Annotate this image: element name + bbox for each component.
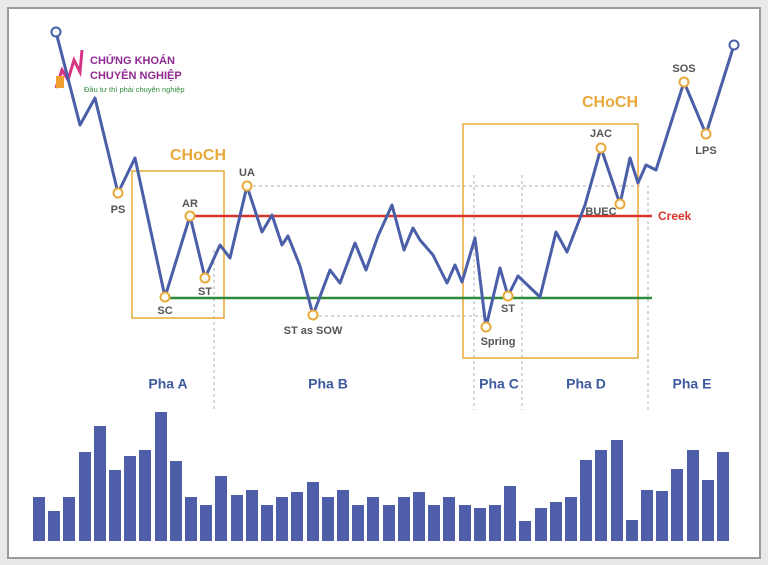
phase-label: Pha A: [148, 376, 187, 392]
endpoint: [728, 39, 740, 51]
logo: CHỨNG KHOÁN CHUYÊN NGHIỆP Đầu tư thì phả…: [54, 49, 185, 94]
event-label: Spring: [481, 336, 516, 348]
event-dot: [700, 128, 712, 140]
volume-bars: [33, 412, 729, 541]
event-label: SOS: [672, 63, 695, 75]
choch-box: [462, 123, 639, 359]
events: PS SC AR ST UA ST as SOW Spring ST JAC B…: [111, 63, 717, 348]
phases: Pha A Pha B Pha C Pha D Pha E: [148, 376, 711, 392]
choch-label: CHoCH: [582, 94, 638, 111]
event-label: JAC: [590, 128, 612, 140]
logo-icon: [56, 76, 64, 88]
event-dot: [502, 290, 514, 302]
guides: [131, 123, 652, 410]
volume-bar-set: [33, 412, 729, 541]
event-label: BUEC: [585, 206, 616, 218]
event-dot: [307, 309, 319, 321]
event-label: SC: [157, 305, 172, 317]
event-label: AR: [182, 198, 198, 210]
event-dot: [112, 187, 124, 199]
phase-label: Pha C: [479, 376, 519, 392]
event-label: UA: [239, 167, 255, 179]
price-line: [54, 31, 736, 329]
endpoint: [50, 26, 62, 38]
event-label: ST: [198, 286, 212, 298]
event-dot: [678, 76, 690, 88]
logo-tagline: Đầu tư thì phải chuyên nghiệp: [84, 85, 185, 94]
event-dot: [614, 198, 626, 210]
phase-label: Pha E: [673, 376, 712, 392]
event-dot: [159, 291, 171, 303]
choch-label: CHoCH: [170, 147, 226, 164]
phase-label: Pha D: [566, 376, 606, 392]
logo-line: CHỨNG KHOÁN: [90, 54, 175, 67]
event-dot: [480, 321, 492, 333]
choch-box: [131, 170, 225, 319]
event-dot: [595, 142, 607, 154]
event-label: ST as SOW: [284, 325, 343, 337]
event-label: LPS: [695, 145, 716, 157]
logo-line: CHUYÊN NGHIỆP: [90, 69, 182, 82]
logo-icon: [54, 49, 84, 89]
event-dot: [241, 180, 253, 192]
phase-label: Pha B: [308, 376, 348, 392]
event-label: ST: [501, 303, 515, 315]
event-label: PS: [111, 204, 126, 216]
event-dot: [199, 272, 211, 284]
creek-label: Creek: [658, 209, 692, 223]
event-dot: [184, 210, 196, 222]
